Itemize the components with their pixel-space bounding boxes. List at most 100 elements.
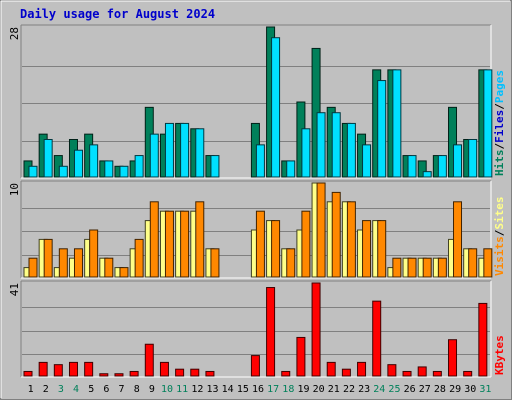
- bar-visits-day-3: [58, 248, 68, 278]
- bar-visits-day-19: [301, 210, 311, 278]
- day-label: 19: [297, 384, 309, 395]
- bar-files-day-19: [301, 128, 311, 178]
- bar-kbytes-day-22: [341, 368, 351, 377]
- bar-kbytes-day-23: [357, 361, 367, 377]
- bar-hits-day-27: [417, 160, 427, 178]
- bar-files-day-29: [453, 144, 463, 178]
- bar-visits-day-2: [43, 238, 53, 278]
- bar-visits-day-21: [331, 191, 341, 278]
- bar-files-day-6: [104, 160, 114, 178]
- bar-visits-day-25: [392, 257, 402, 278]
- bar-kbytes-day-25: [387, 364, 397, 377]
- bar-files-day-24: [377, 80, 387, 178]
- day-label: 16: [252, 384, 264, 395]
- bar-kbytes-day-21: [326, 361, 336, 377]
- bar-files-day-30: [468, 139, 478, 178]
- panel-hits-files: 28 Hits/Files/Pages: [8, 24, 506, 179]
- bar-kbytes-day-6: [99, 373, 109, 377]
- bar-kbytes-day-5: [84, 361, 94, 377]
- legend-entry: Visits: [493, 236, 506, 276]
- day-label: 29: [449, 384, 461, 395]
- bar-kbytes-day-9: [144, 343, 154, 377]
- bar-hits-day-29: [448, 106, 458, 178]
- day-label: 23: [358, 384, 370, 395]
- bar-kbytes-day-29: [448, 339, 458, 377]
- bar-files-day-20: [316, 112, 326, 178]
- panels: 28 Hits/Files/Pages 10 Visits/Sites 41 KBytes: [8, 24, 506, 378]
- bar-files-day-8: [134, 155, 144, 178]
- day-label: 22: [343, 384, 355, 395]
- day-label: 1: [28, 384, 34, 395]
- day-label: 13: [206, 384, 218, 395]
- day-label: 6: [103, 384, 109, 395]
- bar-kbytes-day-27: [417, 366, 427, 377]
- bar-kbytes-day-2: [38, 361, 48, 377]
- bar-files-day-22: [346, 122, 356, 178]
- bar-kbytes-day-10: [159, 361, 169, 377]
- bar-kbytes-day-13: [205, 370, 215, 377]
- bar-files-day-16: [255, 144, 265, 178]
- bar-kbytes-day-8: [129, 370, 139, 377]
- legend-entry: Hits: [493, 150, 506, 177]
- bar-visits-day-28: [437, 257, 447, 278]
- day-label: 3: [58, 384, 64, 395]
- day-label: 2: [43, 384, 49, 395]
- bar-kbytes-day-4: [68, 361, 78, 377]
- bar-files-day-12: [195, 128, 205, 178]
- bar-files-day-13: [210, 155, 220, 178]
- legend-entry: /: [493, 229, 506, 236]
- legend-entry: Sites: [493, 197, 506, 230]
- bar-visits-day-7: [119, 267, 129, 278]
- bar-files-day-3: [58, 165, 68, 178]
- chart-title: Daily usage for August 2024: [20, 7, 215, 21]
- legend-entry: KBytes: [493, 335, 506, 375]
- bar-visits-day-8: [134, 238, 144, 278]
- legend-kbytes: KBytes: [493, 335, 506, 375]
- bar-visits-day-16: [255, 210, 265, 278]
- day-label: 10: [161, 384, 173, 395]
- bar-visits-day-24: [377, 220, 387, 278]
- bar-files-day-25: [392, 69, 402, 178]
- bar-visits-day-17: [271, 220, 281, 278]
- bar-visits-day-18: [286, 248, 296, 278]
- day-label: 7: [119, 384, 125, 395]
- panel-visits-sites: 10 Visits/Sites: [8, 180, 506, 279]
- bar-kbytes-day-24: [372, 300, 382, 377]
- panel-kbytes: 41 KBytes: [8, 280, 506, 378]
- bar-visits-day-5: [89, 229, 99, 278]
- bar-visits-day-1: [28, 257, 38, 278]
- bar-kbytes-day-16: [250, 355, 260, 377]
- y-max-label: 28: [8, 27, 21, 40]
- bar-files-day-17: [271, 37, 281, 178]
- bar-visits-day-4: [73, 248, 83, 278]
- day-label: 9: [149, 384, 155, 395]
- bar-visits-day-23: [362, 220, 372, 278]
- bar-visits-day-11: [180, 210, 190, 278]
- legend-entry: Files: [493, 110, 506, 143]
- bar-kbytes-day-3: [53, 364, 63, 377]
- bar-files-day-11: [180, 122, 190, 178]
- y-max-label: 10: [8, 183, 21, 196]
- day-label: 4: [73, 384, 79, 395]
- legend-hits-files: Hits/Files/Pages: [493, 70, 506, 176]
- day-label: 5: [88, 384, 94, 395]
- day-label: 12: [191, 384, 203, 395]
- bar-visits-day-29: [453, 201, 463, 278]
- bar-visits-day-31: [483, 248, 493, 278]
- day-label: 27: [419, 384, 431, 395]
- bar-visits-day-22: [346, 201, 356, 278]
- bar-kbytes-day-12: [190, 368, 200, 377]
- bar-visits-day-9: [149, 201, 159, 278]
- bar-visits-day-12: [195, 201, 205, 278]
- bar-kbytes-day-1: [23, 370, 33, 377]
- bar-files-day-9: [149, 133, 159, 178]
- bar-files-day-28: [437, 155, 447, 178]
- bar-files-day-27: [422, 171, 432, 178]
- bar-visits-day-30: [468, 248, 478, 278]
- bar-kbytes-day-7: [114, 373, 124, 377]
- day-label: 28: [434, 384, 446, 395]
- y-max-label: 41: [8, 283, 21, 296]
- bar-kbytes-day-31: [478, 302, 488, 377]
- day-labels: 1 2 3 4 5 6 7 8 9 10 11 12 13 14 15 16 17 18 19 20 21 22 23 24 2…: [28, 384, 492, 395]
